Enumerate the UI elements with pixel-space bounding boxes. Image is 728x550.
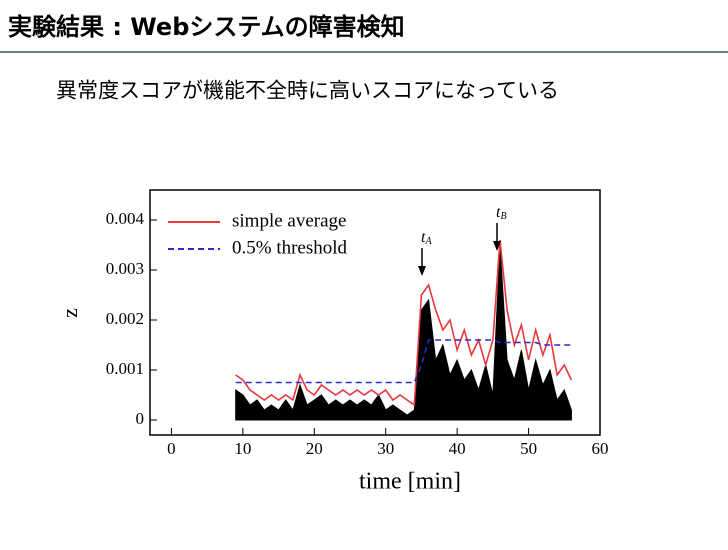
x-tick-label: 0 xyxy=(167,439,176,458)
x-tick-label: 50 xyxy=(520,439,537,458)
annotation-arrowhead xyxy=(493,241,501,251)
series-line xyxy=(235,339,572,384)
y-tick-label: 0.004 xyxy=(106,209,145,228)
y-axis-label: z xyxy=(57,308,82,318)
legend-label: 0.5% threshold xyxy=(232,237,348,258)
x-tick-label: 40 xyxy=(449,439,466,458)
annotation-text: t xyxy=(421,229,426,246)
slide-title: 実験結果 : Webシステムの障害検知 xyxy=(8,13,405,41)
annotation-sub: A xyxy=(424,236,432,247)
y-tick-label: 0 xyxy=(136,409,145,428)
subtitle: 異常度スコアが機能不全時に高いスコアになっている xyxy=(56,79,559,103)
y-tick-label: 0.001 xyxy=(106,359,144,378)
annotation-text: t xyxy=(496,204,501,221)
annotation-sub: B xyxy=(500,211,506,222)
x-tick-label: 30 xyxy=(377,439,394,458)
x-tick-label: 60 xyxy=(592,439,609,458)
series-line xyxy=(235,239,573,407)
area xyxy=(235,244,572,421)
x-tick-label: 10 xyxy=(234,439,251,458)
y-tick-label: 0.003 xyxy=(106,259,144,278)
x-tick-label: 20 xyxy=(306,439,323,458)
annotation: tA xyxy=(421,229,432,248)
annotation-arrowhead xyxy=(418,266,426,276)
annotation: tB xyxy=(496,204,507,223)
legend-label: simple average xyxy=(232,210,346,231)
x-axis-label: time [min] xyxy=(359,469,461,495)
plot-frame xyxy=(149,189,601,436)
y-tick-label: 0.002 xyxy=(106,309,144,328)
